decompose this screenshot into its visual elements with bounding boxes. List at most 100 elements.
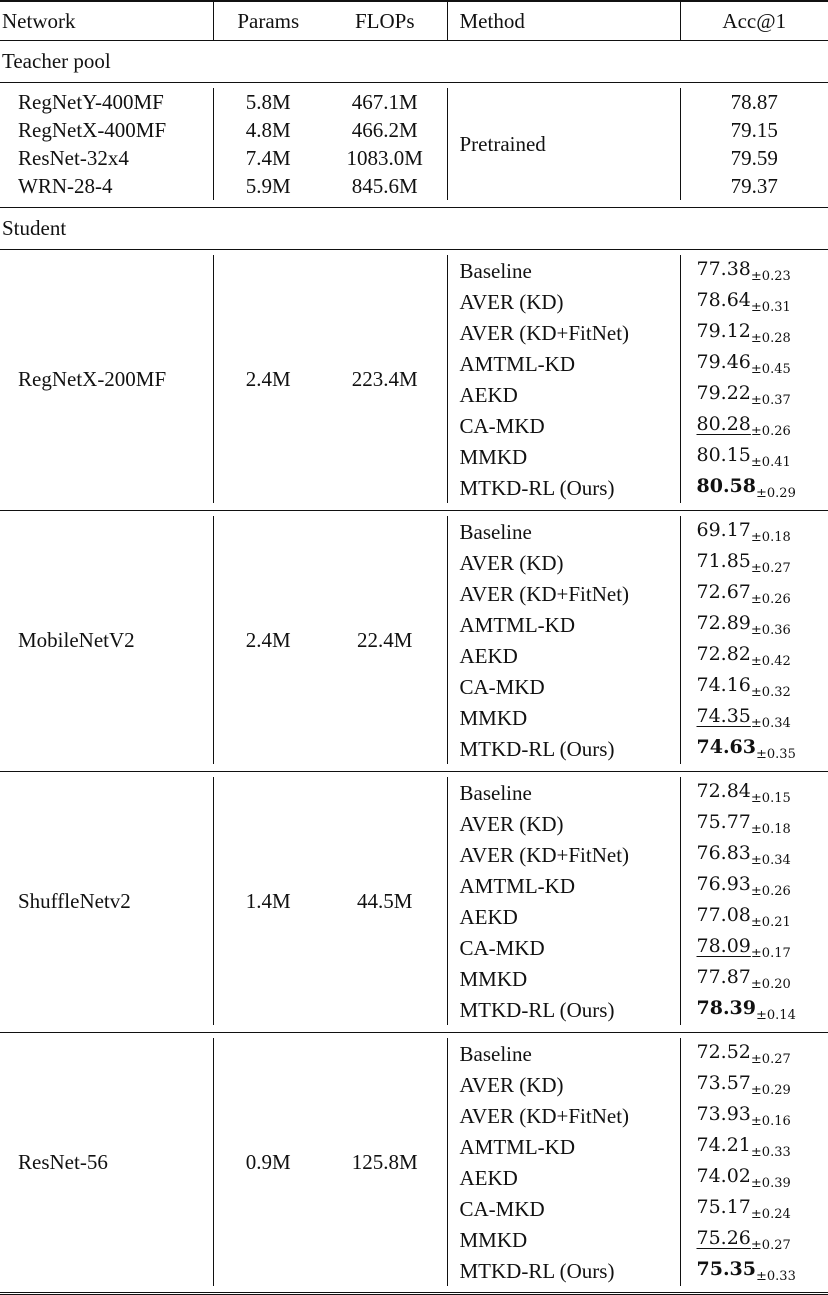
acc-cell: 79.12±0.28 [679,317,828,348]
flops-value: 845.6M [351,174,418,198]
acc-value: 79.37 [679,172,828,200]
network-name: RegNetY-400MF [18,90,164,114]
spacer-cell [680,200,828,207]
params-value: 4.8M [212,116,323,144]
acc-std: ±0.36 [750,623,791,638]
acc-std: ±0.26 [750,884,791,899]
params-value: 1.4M [212,777,323,1025]
student-result-row: CA-MKD 78.09±0.17 [0,932,828,963]
acc-mean: 79.22 [696,382,751,404]
spacer-cell [0,1025,213,1032]
flops-value: 466.2M [351,118,418,142]
method-name: AVER (KD) [446,547,680,578]
method-name: Pretrained [446,88,680,200]
acc-cell: 80.15±0.41 [679,441,828,472]
student-result-row: AMTML-KD 79.46±0.45 [0,348,828,379]
student-network-name: RegNetX-200MF [18,367,167,391]
method-name: CA-MKD [446,932,680,963]
spacer-cell [213,503,323,510]
acc-std: ±0.42 [750,654,791,669]
section-teacher-pool: Teacher pool [0,40,828,82]
acc-std: ±0.21 [750,915,791,930]
acc-mean: 76.83 [696,842,751,864]
method-name: AVER (KD) [446,1069,680,1100]
student-result-row: AMTML-KD 72.89±0.36 [0,609,828,640]
acc-std: ±0.27 [750,1238,791,1253]
acc-cell: 75.26±0.27 [679,1224,828,1255]
student-result-row: MTKD-RL (Ours) 74.63±0.35 [0,733,828,764]
method-name: AEKD [446,640,680,671]
method-name: MTKD-RL (Ours) [446,472,680,503]
acc-mean: 80.15 [696,444,751,466]
acc-mean: 80.58 [696,475,757,497]
spacer-cell [0,200,213,207]
acc-cell: 78.39±0.14 [679,994,828,1025]
acc-cell: 75.35±0.33 [679,1255,828,1286]
acc-cell: 72.52±0.27 [679,1038,828,1069]
acc-std: ±0.18 [750,530,791,545]
method-name: Baseline [446,255,680,286]
spacer-cell [323,1025,447,1032]
acc-mean: 80.28 [696,413,751,435]
method-name: MTKD-RL (Ours) [446,1255,680,1286]
acc-std: ±0.16 [750,1114,791,1129]
acc-std: ±0.26 [750,424,791,439]
acc-mean: 78.39 [696,997,757,1019]
header-flops: FLOPs [354,8,415,33]
spacer-cell [323,1286,447,1293]
acc-cell: 72.82±0.42 [679,640,828,671]
method-name: AVER (KD+FitNet) [446,839,680,870]
acc-mean: 77.87 [696,966,751,988]
method-name: CA-MKD [446,1193,680,1224]
method-name: AMTML-KD [446,609,680,640]
student-result-row: MobileNetV2 2.4M 22.4M Baseline 69.17±0.18 [0,516,828,764]
acc-std: ±0.32 [750,685,791,700]
params-value: 5.8M [212,88,323,116]
teacher-row: RegNetY-400MF 5.8M 467.1M Pretrained 78.87 [0,88,828,200]
acc-cell: 72.67±0.26 [679,578,828,609]
acc-mean: 75.26 [696,1227,751,1249]
acc-std: ±0.27 [750,561,791,576]
student-result-row: AEKD 72.82±0.42 [0,640,828,671]
header-acc: Acc@1 [679,1,828,40]
acc-mean: 79.12 [696,320,751,342]
student-result-row: AEKD 79.22±0.37 [0,379,828,410]
spacer-cell [213,200,323,207]
acc-mean: 76.93 [696,873,751,895]
acc-std: ±0.20 [750,977,791,992]
student-result-row: AVER (KD+FitNet) 73.93±0.16 [0,1100,828,1131]
method-name: MMKD [446,963,680,994]
acc-mean: 75.77 [696,811,751,833]
method-name: Baseline [446,516,680,547]
method-name: MMKD [446,441,680,472]
student-result-row: MMKD 80.15±0.41 [0,441,828,472]
acc-mean: 74.21 [696,1134,751,1156]
acc-std: ±0.18 [750,822,791,837]
section-label: Teacher pool [2,49,111,73]
acc-cell: 74.16±0.32 [679,671,828,702]
student-result-row: MMKD 74.35±0.34 [0,702,828,733]
acc-std: ±0.31 [750,300,791,315]
student-result-row: AEKD 74.02±0.39 [0,1162,828,1193]
acc-std: ±0.41 [750,455,791,470]
acc-std: ±0.23 [750,269,791,284]
method-name: AVER (KD+FitNet) [446,578,680,609]
header-params: Params [212,1,323,40]
teacher-row: RegNetX-400MF 4.8M 466.2M 79.15 [0,116,828,144]
method-name: AVER (KD) [446,286,680,317]
acc-value: 79.59 [679,144,828,172]
acc-std: ±0.27 [750,1052,791,1067]
student-result-row: CA-MKD 80.28±0.26 [0,410,828,441]
acc-cell: 72.84±0.15 [679,777,828,808]
method-name: MMKD [446,1224,680,1255]
student-result-row: AVER (KD+FitNet) 79.12±0.28 [0,317,828,348]
acc-cell: 77.08±0.21 [679,901,828,932]
student-result-row: AMTML-KD 76.93±0.26 [0,870,828,901]
acc-mean: 72.84 [696,780,751,802]
teacher-row: WRN-28-4 5.9M 845.6M 79.37 [0,172,828,200]
spacer-cell [213,1025,323,1032]
params-value: 2.4M [212,255,323,503]
acc-mean: 72.52 [696,1041,751,1063]
acc-value: 79.15 [679,116,828,144]
